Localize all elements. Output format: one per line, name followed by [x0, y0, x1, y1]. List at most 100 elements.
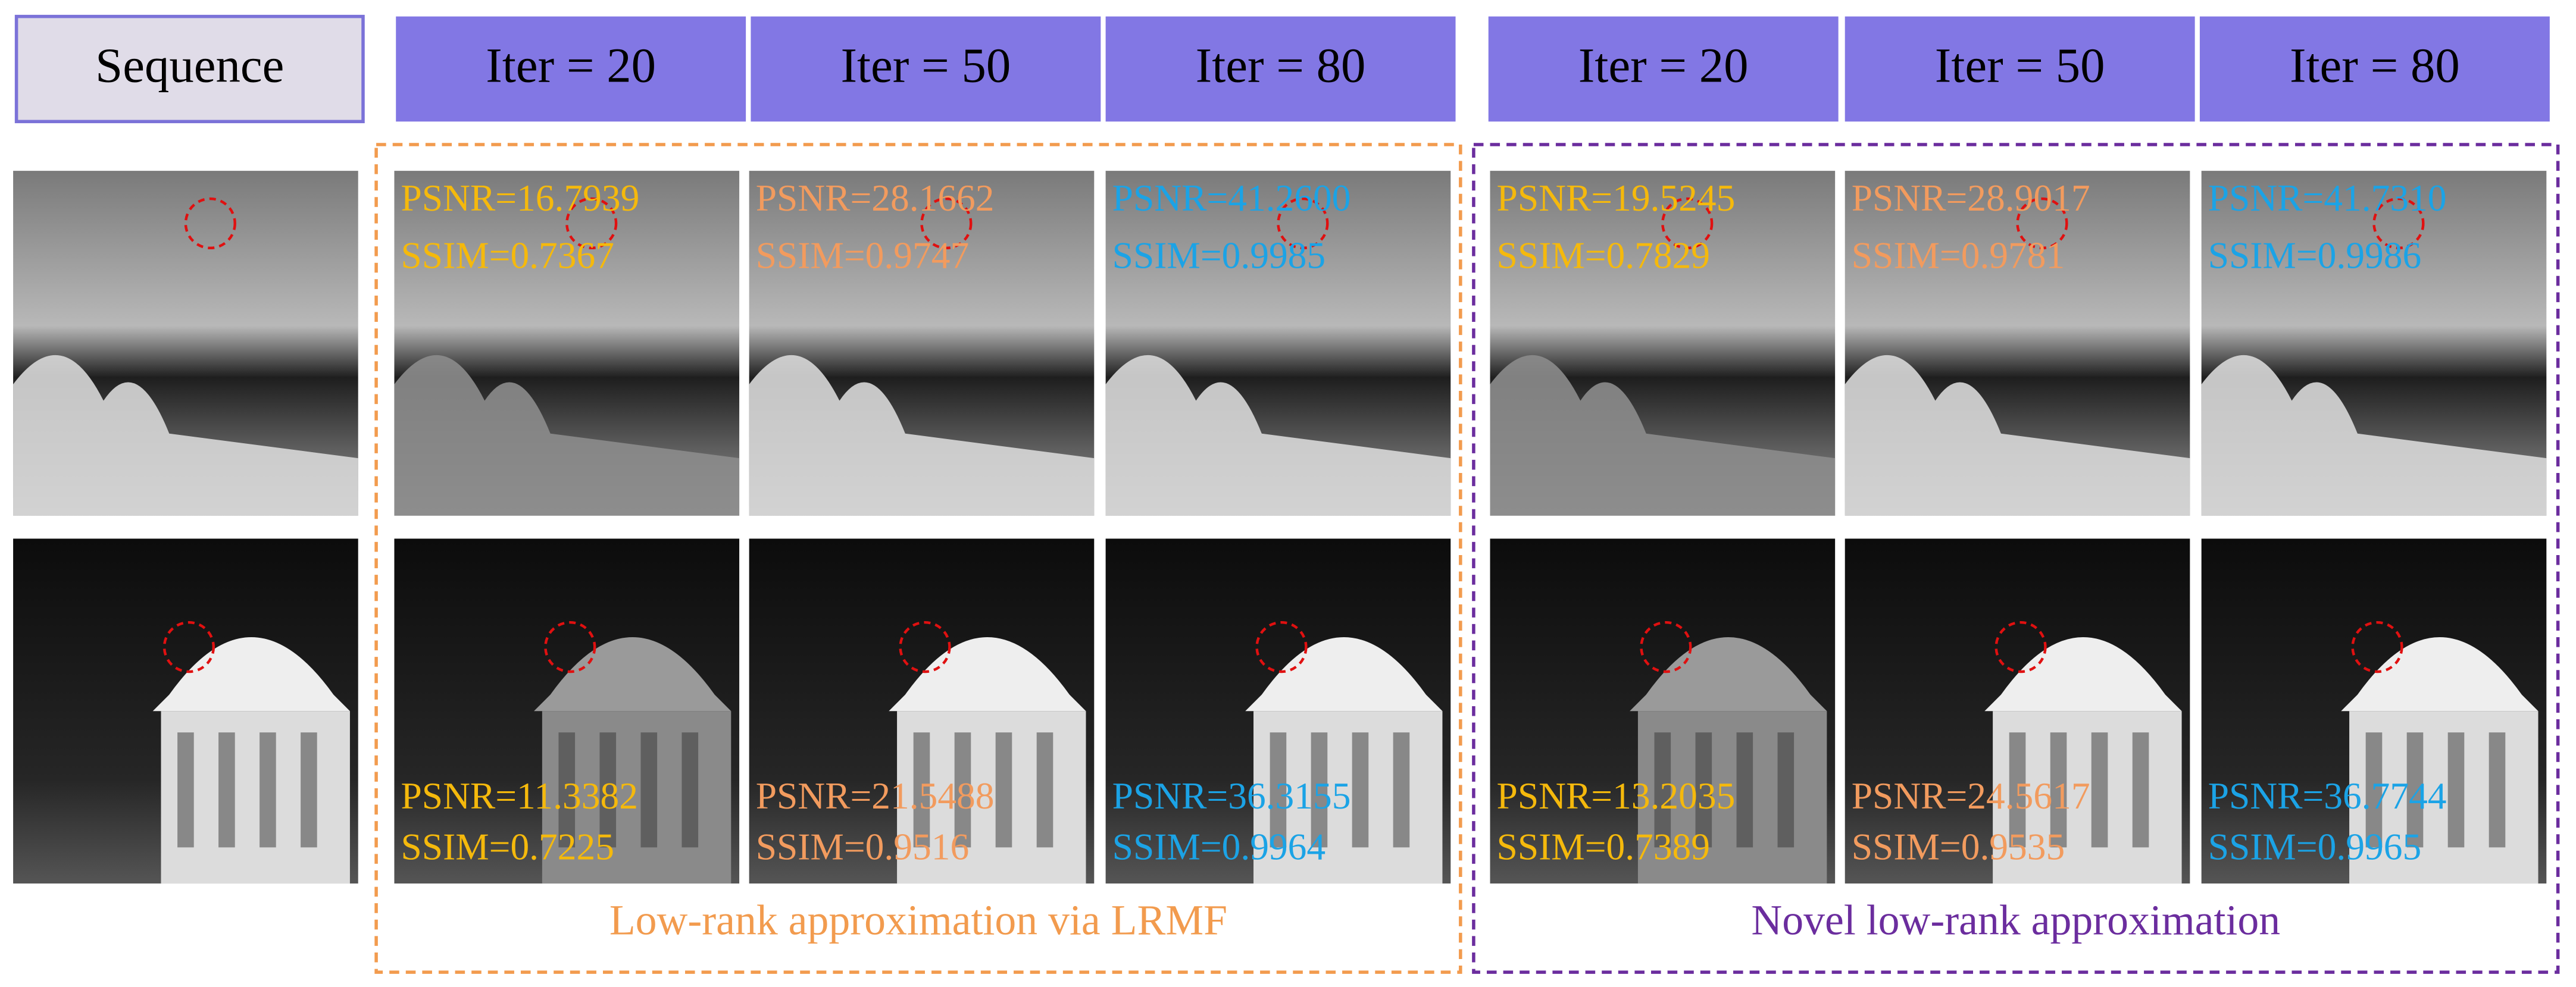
psnr-label: PSNR=28.1662 [756, 177, 995, 219]
column-header-box [1488, 16, 1839, 122]
group-label: Low-rank approximation via LRMF [609, 897, 1227, 944]
image-foliage [2201, 355, 2547, 516]
column-header-box [1845, 16, 2195, 122]
psnr-label: PSNR=11.3382 [401, 775, 637, 817]
target-circle [2351, 621, 2403, 673]
image-column [1352, 732, 1369, 848]
ssim-label: SSIM=0.7389 [1497, 825, 1711, 867]
target-circle [2372, 197, 2425, 250]
image-foliage [1845, 355, 2190, 516]
target-circle [2016, 197, 2068, 250]
target-circle [899, 621, 951, 673]
ssim-label: SSIM=0.9516 [756, 825, 970, 867]
psnr-label: PSNR=28.9017 [1852, 177, 2090, 219]
image-foliage [394, 355, 740, 516]
psnr-label: PSNR=24.5617 [1852, 775, 2090, 817]
psnr-label: PSNR=41.2600 [1112, 177, 1351, 219]
column-header: Iter = 50 [840, 38, 1011, 93]
image-dome [1984, 637, 2182, 712]
image-column [2050, 732, 2067, 848]
image-column [2091, 732, 2108, 848]
image [1490, 538, 1836, 884]
image [2201, 538, 2547, 884]
image [13, 171, 358, 516]
image-column [954, 732, 971, 848]
image-dome [534, 637, 731, 712]
psnr-label: PSNR=36.3155 [1112, 775, 1351, 817]
target-circle [162, 621, 215, 673]
target-circle [1640, 621, 1692, 673]
image [1845, 171, 2190, 516]
ssim-label: SSIM=0.9781 [1852, 234, 2065, 277]
ssim-label: SSIM=0.9747 [756, 234, 970, 277]
target-circle [1994, 621, 2047, 673]
column-header-box [396, 16, 746, 122]
image-column [301, 732, 317, 848]
psnr-label: PSNR=36.7744 [2208, 775, 2447, 817]
image [1490, 171, 1836, 516]
image [394, 171, 740, 516]
psnr-label: PSNR=19.5245 [1497, 177, 1736, 219]
image-column [1393, 732, 1410, 848]
image-column [599, 732, 617, 848]
image [394, 538, 740, 884]
target-circle [184, 197, 236, 250]
group-box [1472, 143, 2560, 974]
column-header: Iter = 20 [486, 38, 656, 93]
psnr-label: PSNR=16.7939 [401, 177, 639, 219]
target-circle [920, 197, 973, 250]
image [2201, 171, 2547, 516]
image-column [1777, 732, 1795, 848]
column-header-box [1105, 16, 1456, 122]
sequence-header: Sequence [95, 38, 284, 93]
image-column [640, 732, 658, 848]
image-column [2132, 732, 2149, 848]
image-column [913, 732, 930, 848]
target-circle [1661, 197, 1714, 250]
image-foliage [1105, 355, 1451, 516]
target-circle [1255, 621, 1308, 673]
image-dome [889, 637, 1086, 712]
target-circle [1277, 197, 1329, 250]
target-circle [565, 197, 618, 250]
image [749, 171, 1095, 516]
image-dome [1630, 637, 1827, 712]
image-column [995, 732, 1012, 848]
image [1105, 538, 1451, 884]
image-column [2009, 732, 2026, 848]
image-column [1270, 732, 1287, 848]
column-header: Iter = 20 [1578, 38, 1749, 93]
image-column [2406, 732, 2424, 848]
image [13, 538, 358, 884]
image-foliage [13, 355, 358, 516]
psnr-label: PSNR=21.5488 [756, 775, 995, 817]
image-column [558, 732, 576, 848]
psnr-label: PSNR=13.2035 [1497, 775, 1736, 817]
image-foliage [749, 355, 1095, 516]
group-label: Novel low-rank approximation [1751, 897, 2280, 944]
image-column [2447, 732, 2465, 848]
column-header: Iter = 80 [2290, 38, 2460, 93]
image-column [1736, 732, 1753, 848]
ssim-label: SSIM=0.7367 [401, 234, 614, 277]
image-column [1695, 732, 1712, 848]
ssim-label: SSIM=0.7829 [1497, 234, 1711, 277]
image [749, 538, 1095, 884]
column-header-box [751, 16, 1101, 122]
ssim-label: SSIM=0.9535 [1852, 825, 2065, 867]
image-column [218, 732, 235, 848]
ssim-label: SSIM=0.9965 [2208, 825, 2422, 867]
group-box [374, 143, 1462, 974]
ssim-label: SSIM=0.7225 [401, 825, 614, 867]
image-foliage [1490, 355, 1836, 516]
image [1105, 171, 1451, 516]
column-header: Iter = 50 [1935, 38, 2105, 93]
image-column [1654, 732, 1671, 848]
column-header: Iter = 80 [1196, 38, 1366, 93]
sequence-header-box [14, 14, 365, 124]
ssim-label: SSIM=0.9986 [2208, 234, 2422, 277]
image-dome [1245, 637, 1443, 712]
image-column [1036, 732, 1053, 848]
